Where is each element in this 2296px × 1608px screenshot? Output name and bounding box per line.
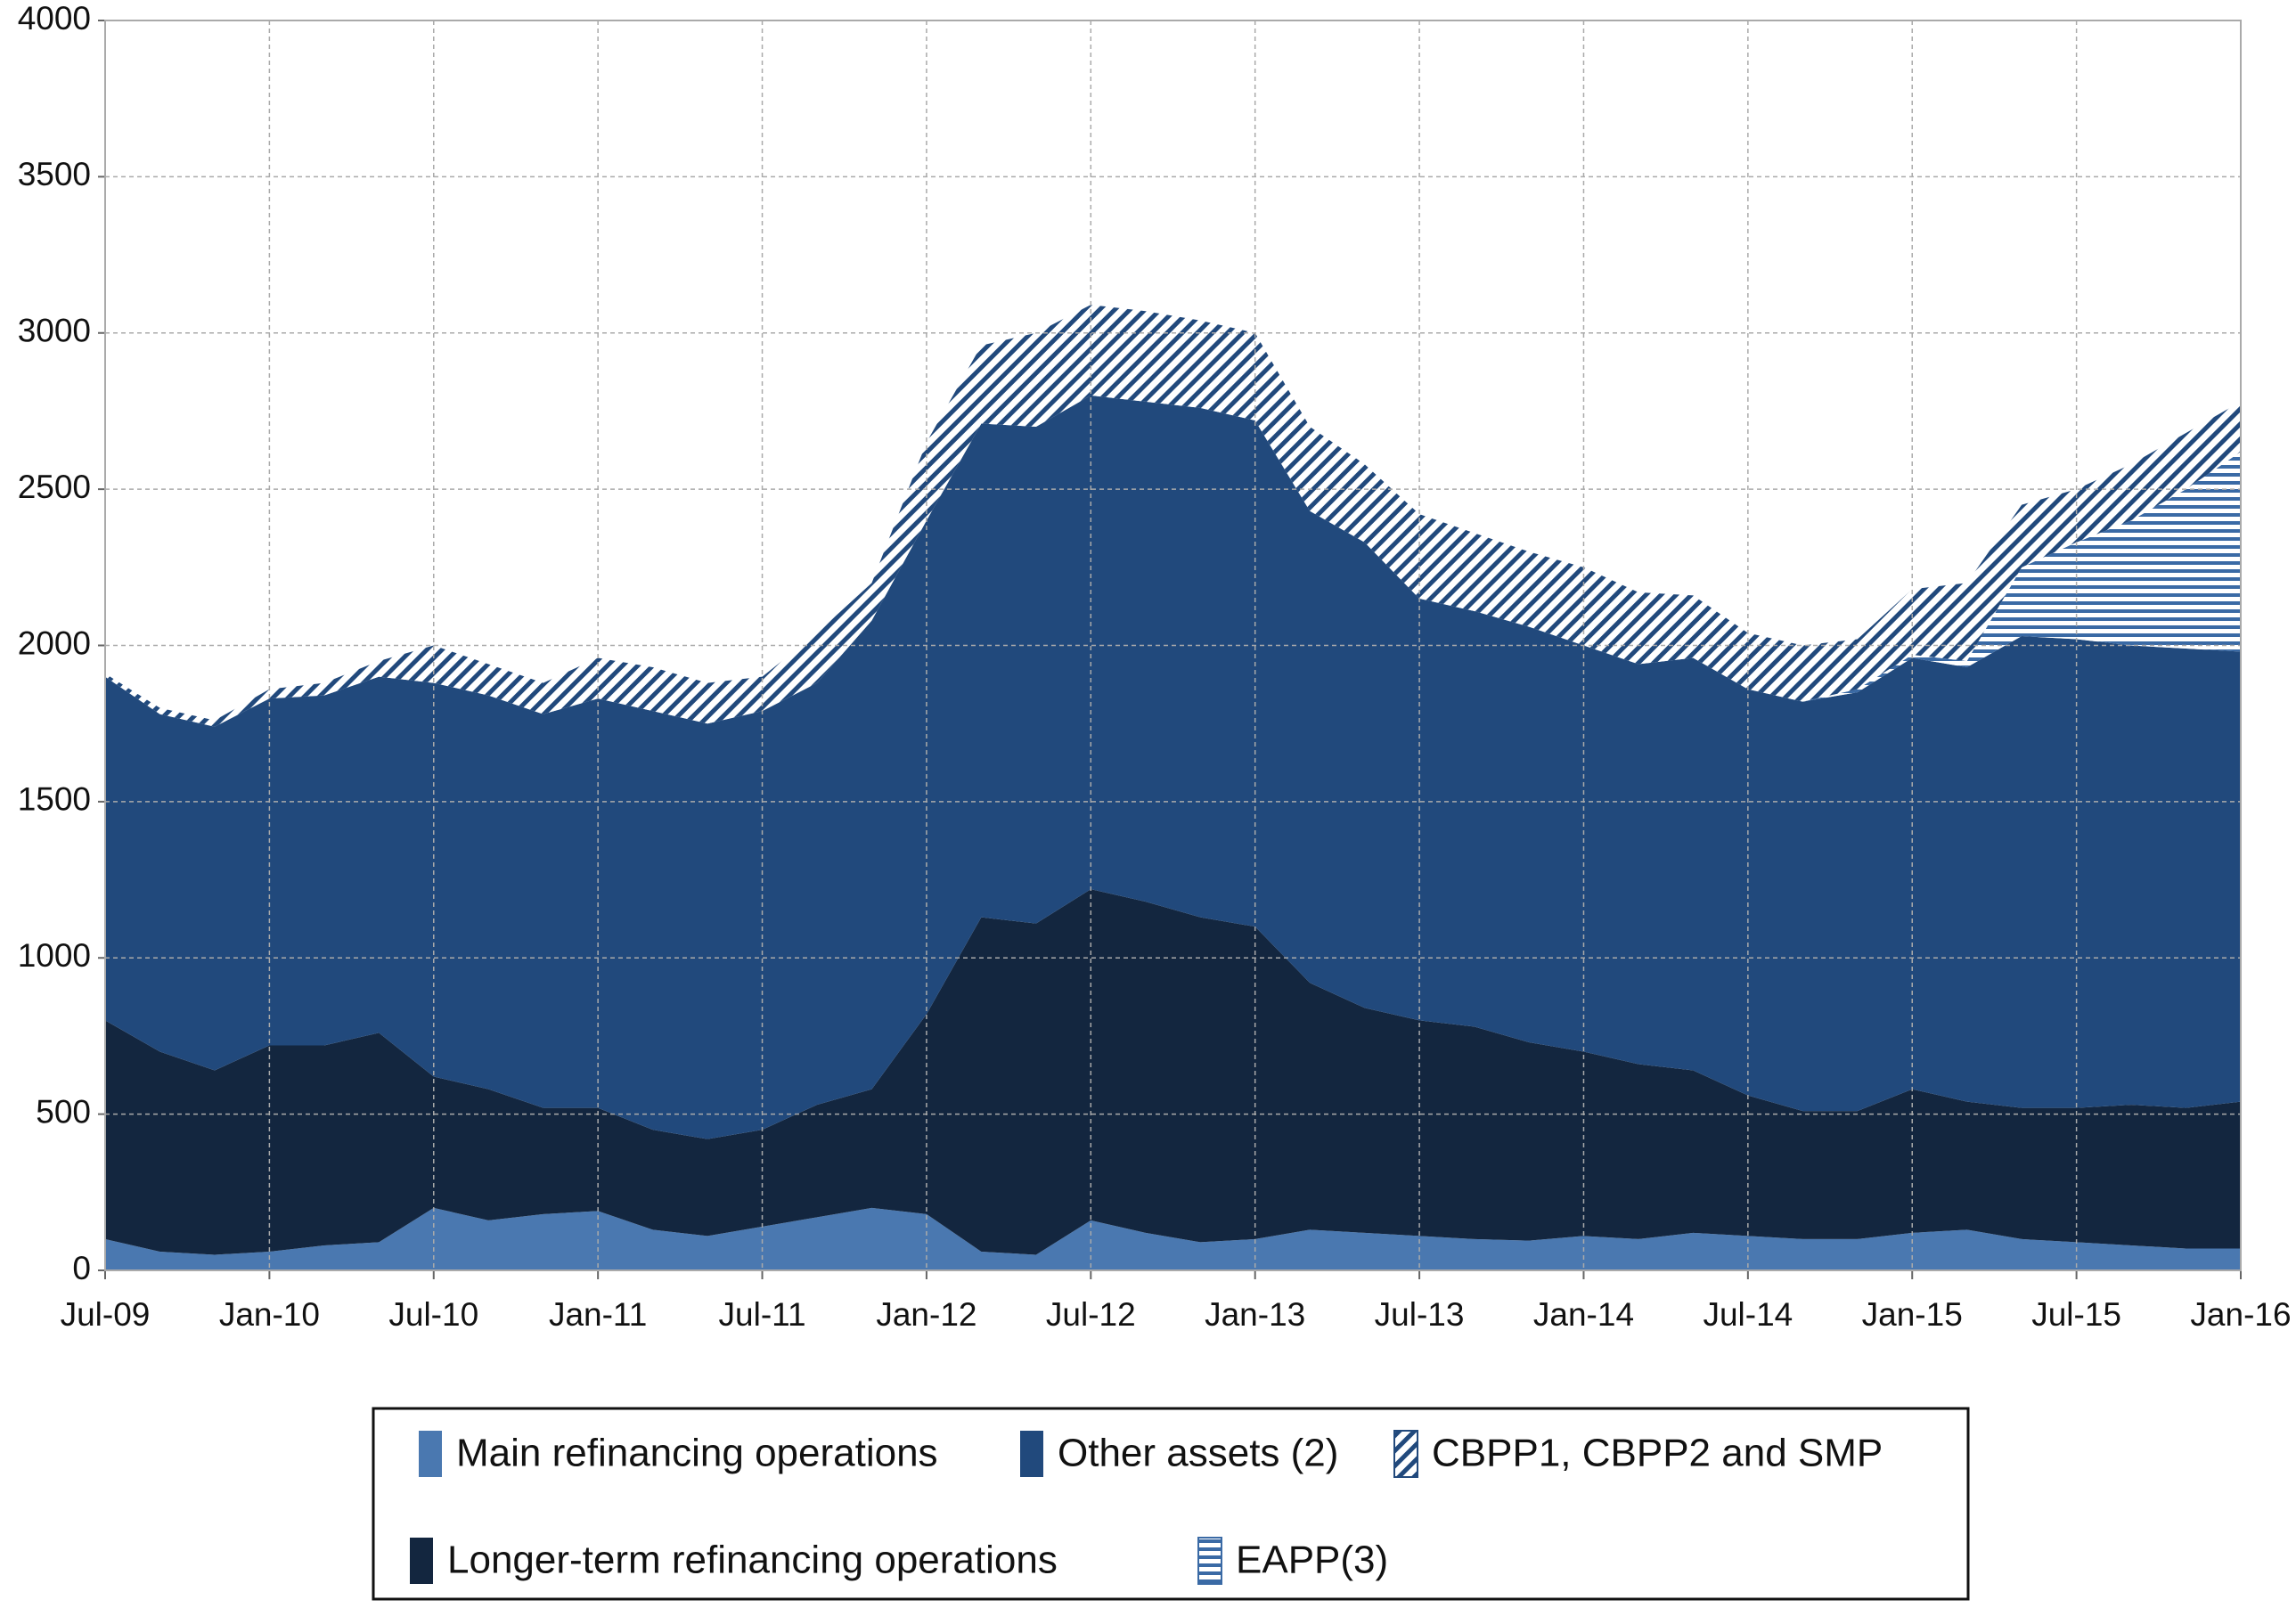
x-tick-label: Jan-13 xyxy=(1205,1296,1305,1333)
legend-box xyxy=(372,1407,1970,1601)
y-tick-label: 3000 xyxy=(18,313,91,349)
y-tick-label: 500 xyxy=(36,1093,91,1130)
y-tick-label: 1000 xyxy=(18,937,91,974)
legend-label: Main refinancing operations xyxy=(456,1432,938,1475)
plot-frame xyxy=(104,20,2242,1271)
x-tick-label: Jul-12 xyxy=(1046,1296,1136,1333)
legend-swatch xyxy=(1020,1431,1043,1477)
area xyxy=(105,889,2241,1255)
legend-swatch xyxy=(1393,1430,1418,1478)
x-tick-label: Jul-14 xyxy=(1703,1296,1793,1333)
x-tick-label: Jul-13 xyxy=(1375,1296,1465,1333)
y-tick-label: 2500 xyxy=(18,469,91,505)
x-tick-label: Jan-11 xyxy=(549,1296,647,1333)
x-tick-label: Jul-09 xyxy=(61,1296,151,1333)
legend-label: EAPP(3) xyxy=(1236,1539,1388,1582)
legend-label: Longer-term refinancing operations xyxy=(447,1539,1058,1582)
y-tick-label: 3500 xyxy=(18,156,91,192)
legend-swatch xyxy=(1197,1537,1222,1585)
y-tick-label: 1500 xyxy=(18,781,91,818)
x-tick-label: Jul-10 xyxy=(388,1296,478,1333)
y-tick-label: 0 xyxy=(72,1250,91,1286)
legend-label: CBPP1, CBPP2 and SMP xyxy=(1432,1432,1883,1475)
legend-swatch xyxy=(419,1431,442,1477)
x-tick-label: Jan-16 xyxy=(2190,1296,2291,1333)
area xyxy=(105,395,2241,1139)
legend-swatch xyxy=(410,1538,433,1584)
area xyxy=(105,305,2241,727)
legend-label: Other assets (2) xyxy=(1058,1432,1338,1475)
x-tick-label: Jan-15 xyxy=(1862,1296,1963,1333)
x-tick-label: Jul-11 xyxy=(719,1296,806,1333)
area xyxy=(105,1207,2241,1270)
x-tick-label: Jan-14 xyxy=(1533,1296,1634,1333)
x-tick-label: Jan-12 xyxy=(876,1296,976,1333)
x-tick-label: Jan-10 xyxy=(219,1296,320,1333)
x-tick-label: Jul-15 xyxy=(2031,1296,2121,1333)
y-tick-label: 4000 xyxy=(18,0,91,37)
y-tick-label: 2000 xyxy=(18,624,91,661)
